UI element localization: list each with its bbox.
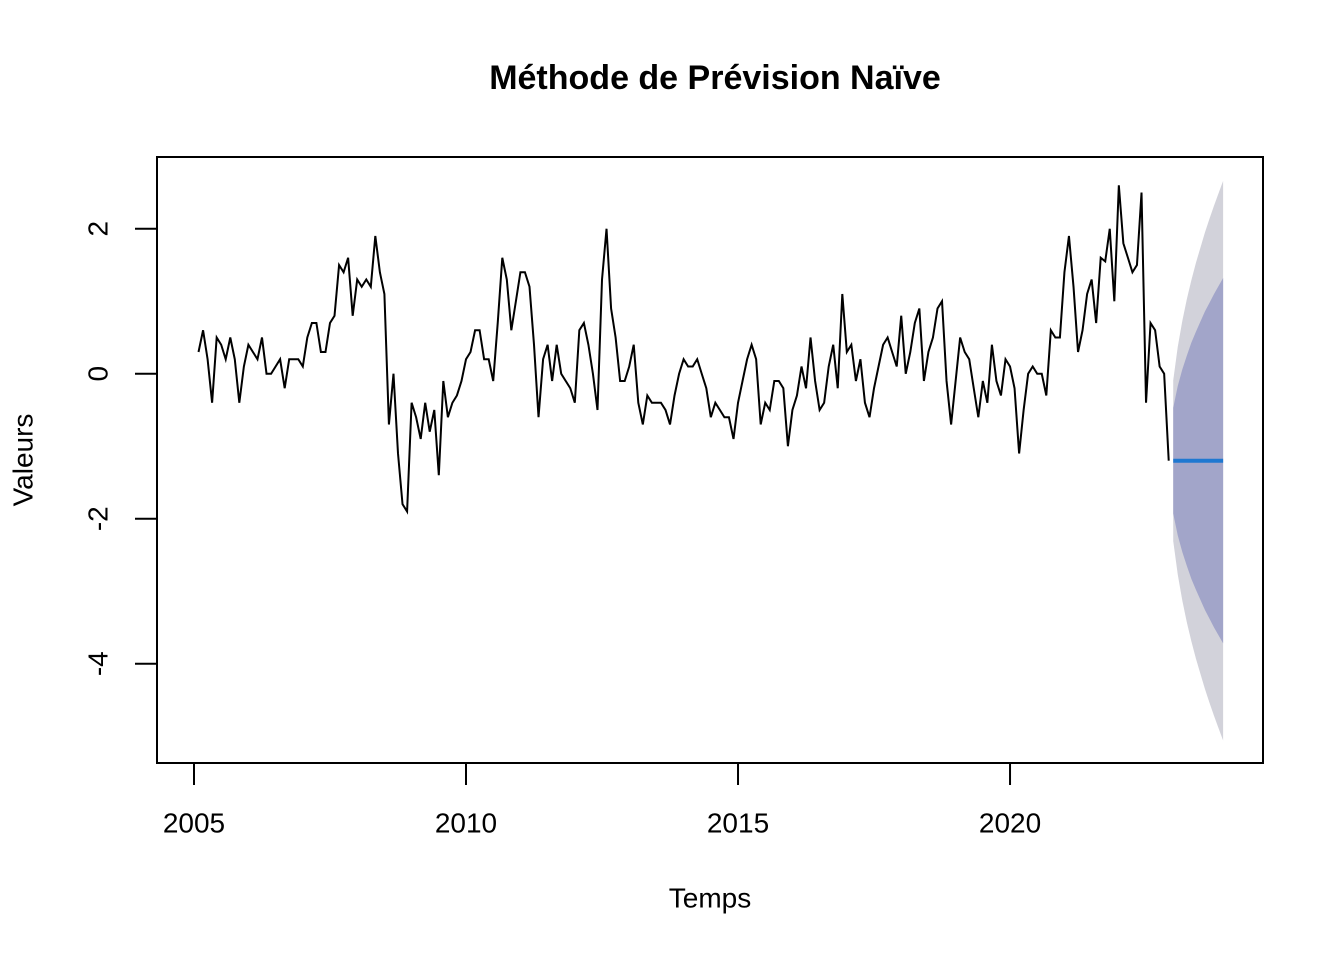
y-tick-label: -2 xyxy=(82,506,113,531)
y-axis-label: Valeurs xyxy=(7,414,38,507)
x-tick-label: 2015 xyxy=(707,807,769,838)
chart-title: Méthode de Prévision Naïve xyxy=(489,59,941,97)
x-axis-label: Temps xyxy=(669,882,751,913)
x-tick-label: 2010 xyxy=(435,807,497,838)
y-tick-label: -4 xyxy=(82,651,113,676)
x-tick-label: 2020 xyxy=(979,807,1041,838)
y-tick-label: 2 xyxy=(82,221,113,237)
y-tick-label: 0 xyxy=(82,366,113,382)
series-line xyxy=(197,185,1170,515)
plot-frame xyxy=(156,156,1264,764)
x-tick-label: 2005 xyxy=(163,807,225,838)
